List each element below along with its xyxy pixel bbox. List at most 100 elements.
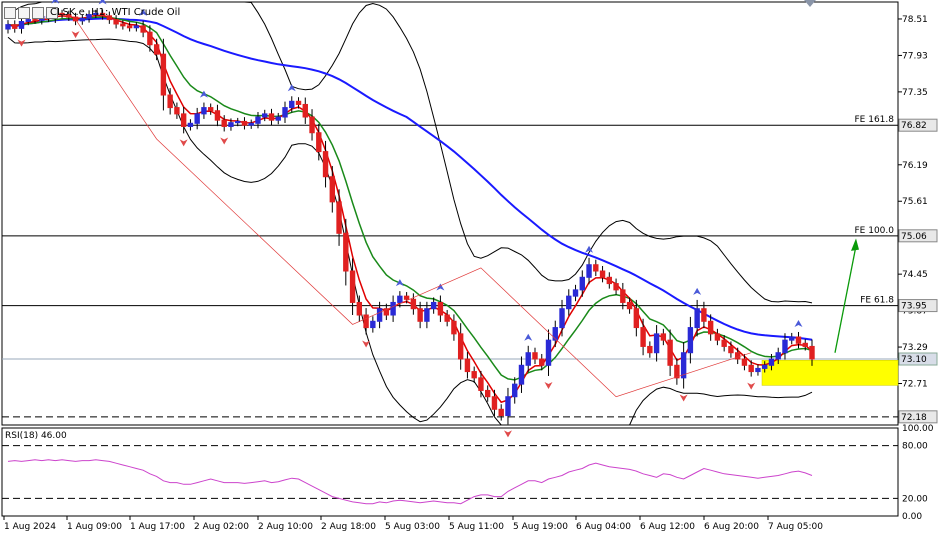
candle-body[interactable] <box>457 333 464 360</box>
candle-body[interactable] <box>633 308 640 329</box>
candle-body[interactable] <box>721 339 727 347</box>
candle-body[interactable] <box>207 107 214 112</box>
candle-body[interactable] <box>153 44 160 55</box>
candle-body[interactable] <box>140 25 146 33</box>
candle-body[interactable] <box>518 364 525 385</box>
candle-body[interactable] <box>768 358 775 366</box>
candle-body[interactable] <box>18 20 25 29</box>
candle-body[interactable] <box>262 113 268 118</box>
candle-body[interactable] <box>505 396 511 417</box>
candle-body[interactable] <box>397 295 403 303</box>
candle-body[interactable] <box>343 232 349 272</box>
candle-body[interactable] <box>126 25 133 29</box>
candle-body[interactable] <box>626 301 633 310</box>
candle-body[interactable] <box>201 107 207 115</box>
candle-body[interactable] <box>268 113 275 121</box>
candle-body[interactable] <box>370 320 376 329</box>
candle-body[interactable] <box>728 345 734 354</box>
candle-body[interactable] <box>532 352 538 360</box>
candle-body[interactable] <box>167 94 173 109</box>
candle-body[interactable] <box>755 367 761 373</box>
candle-body[interactable] <box>566 295 572 310</box>
candle-body[interactable] <box>79 17 86 22</box>
candle-body[interactable] <box>417 308 423 322</box>
chart-type-icon[interactable] <box>4 7 16 19</box>
candle-body[interactable] <box>113 19 119 25</box>
candle-body[interactable] <box>289 100 295 109</box>
scroll-marker-icon[interactable] <box>804 0 816 7</box>
candle-body[interactable] <box>437 301 444 316</box>
candle-body[interactable] <box>640 327 646 347</box>
candle-body[interactable] <box>498 408 504 417</box>
candle-body[interactable] <box>5 24 11 30</box>
candle-body[interactable] <box>32 19 38 22</box>
candle-body[interactable] <box>349 270 356 303</box>
candle-body[interactable] <box>559 308 565 329</box>
candle-body[interactable] <box>795 336 802 344</box>
candle-body[interactable] <box>572 289 579 297</box>
candle-body[interactable] <box>680 352 687 379</box>
candle-body[interactable] <box>599 270 606 278</box>
candle-body[interactable] <box>295 100 302 105</box>
candle-body[interactable] <box>471 371 477 379</box>
candle-body[interactable] <box>748 364 754 373</box>
target-zone[interactable] <box>761 360 899 386</box>
candle-body[interactable] <box>302 103 308 118</box>
candle-body[interactable] <box>694 308 700 329</box>
candle-body[interactable] <box>309 116 315 134</box>
candle-body[interactable] <box>93 12 99 16</box>
candle-body[interactable] <box>66 14 72 18</box>
candle-body[interactable] <box>180 113 187 127</box>
candle-body[interactable] <box>667 339 673 366</box>
candle-body[interactable] <box>99 12 106 17</box>
candle-body[interactable] <box>363 314 369 329</box>
projection-arrow[interactable] <box>834 245 857 353</box>
candle-body[interactable] <box>255 116 261 124</box>
candle-body[interactable] <box>464 358 471 373</box>
candle-body[interactable] <box>336 201 342 234</box>
candle-body[interactable] <box>133 25 140 29</box>
candle-body[interactable] <box>613 283 619 291</box>
candle-body[interactable] <box>282 107 288 118</box>
candle-body[interactable] <box>322 151 329 178</box>
candle-body[interactable] <box>356 301 363 316</box>
candle-body[interactable] <box>586 264 592 278</box>
candle-body[interactable] <box>552 327 558 341</box>
candle-body[interactable] <box>512 383 518 398</box>
candle-body[interactable] <box>430 301 437 310</box>
candle-body[interactable] <box>734 352 741 360</box>
candle-body[interactable] <box>221 119 227 127</box>
candle-body[interactable] <box>714 333 721 341</box>
color-icon[interactable] <box>18 7 30 19</box>
candle-body[interactable] <box>775 352 781 360</box>
candle-body[interactable] <box>741 358 748 366</box>
candle-body[interactable] <box>214 110 221 121</box>
candle-body[interactable] <box>275 116 281 121</box>
candle-body[interactable] <box>762 364 768 369</box>
candle-body[interactable] <box>707 320 714 335</box>
candle-body[interactable] <box>194 113 200 124</box>
candle-body[interactable] <box>451 320 457 335</box>
candle-body[interactable] <box>491 396 498 410</box>
candle-body[interactable] <box>606 276 613 285</box>
candle-body[interactable] <box>12 24 18 29</box>
candle-body[interactable] <box>187 122 194 127</box>
candle-body[interactable] <box>376 308 383 322</box>
candle-body[interactable] <box>802 342 808 347</box>
candle-body[interactable] <box>484 389 491 398</box>
candle-body[interactable] <box>653 333 660 354</box>
candle-body[interactable] <box>390 301 396 316</box>
text-icon[interactable] <box>32 7 44 19</box>
candle-body[interactable] <box>701 308 707 322</box>
candle-body[interactable] <box>660 333 667 341</box>
candle-body[interactable] <box>316 132 322 153</box>
candle-body[interactable] <box>478 377 484 391</box>
candle-body[interactable] <box>86 14 92 19</box>
candle-body[interactable] <box>106 15 113 21</box>
candle-body[interactable] <box>789 336 795 341</box>
candle-body[interactable] <box>120 23 126 27</box>
candle-body[interactable] <box>241 120 248 126</box>
candle-body[interactable] <box>444 314 450 322</box>
